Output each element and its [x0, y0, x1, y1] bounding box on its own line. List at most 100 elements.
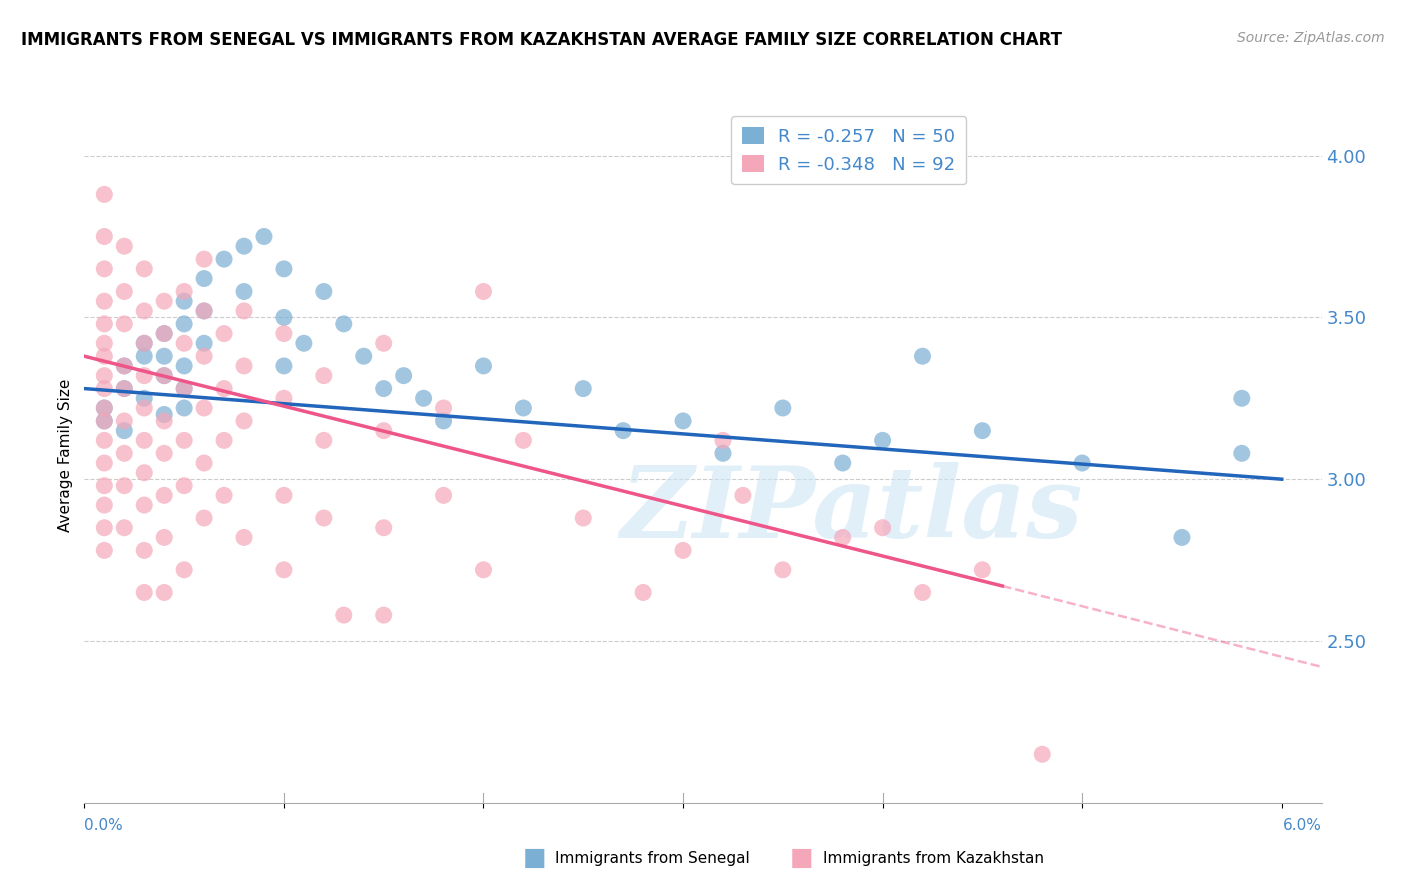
Text: ■: ■: [523, 847, 546, 870]
Point: [193, 304, 215, 318]
Point: [173, 285, 195, 299]
Point: [253, 229, 276, 244]
Point: [93, 401, 115, 415]
Point: [153, 408, 176, 422]
Point: [173, 382, 195, 396]
Point: [93, 478, 115, 492]
Point: [173, 401, 195, 415]
Point: [392, 368, 415, 383]
Point: [173, 359, 195, 373]
Point: [93, 543, 115, 558]
Point: [93, 336, 115, 351]
Legend: R = -0.257   N = 50, R = -0.348   N = 92: R = -0.257 N = 50, R = -0.348 N = 92: [731, 116, 966, 185]
Point: [193, 456, 215, 470]
Point: [273, 359, 295, 373]
Point: [353, 349, 375, 363]
Point: [731, 488, 754, 502]
Point: [112, 359, 135, 373]
Point: [373, 521, 395, 535]
Point: [472, 563, 495, 577]
Point: [711, 434, 734, 448]
Point: [233, 239, 256, 253]
Point: [212, 382, 235, 396]
Point: [212, 434, 235, 448]
Point: [134, 498, 156, 512]
Text: ■: ■: [790, 847, 813, 870]
Point: [193, 349, 215, 363]
Point: [1230, 392, 1253, 406]
Point: [134, 336, 156, 351]
Point: [93, 498, 115, 512]
Point: [93, 456, 115, 470]
Point: [134, 543, 156, 558]
Point: [233, 304, 256, 318]
Text: Immigrants from Senegal: Immigrants from Senegal: [555, 851, 751, 865]
Point: [292, 336, 315, 351]
Point: [212, 326, 235, 341]
Point: [193, 252, 215, 267]
Text: Immigrants from Kazakhstan: Immigrants from Kazakhstan: [823, 851, 1043, 865]
Point: [333, 608, 356, 623]
Point: [672, 543, 695, 558]
Point: [134, 368, 156, 383]
Point: [512, 401, 534, 415]
Point: [472, 359, 495, 373]
Point: [93, 187, 115, 202]
Point: [512, 434, 534, 448]
Point: [134, 401, 156, 415]
Point: [153, 414, 176, 428]
Point: [711, 446, 734, 460]
Point: [831, 456, 853, 470]
Point: [273, 488, 295, 502]
Point: [432, 401, 454, 415]
Text: ZIPatlas: ZIPatlas: [620, 462, 1083, 558]
Point: [153, 349, 176, 363]
Point: [273, 261, 295, 276]
Point: [173, 563, 195, 577]
Point: [153, 326, 176, 341]
Point: [93, 401, 115, 415]
Point: [911, 585, 934, 599]
Point: [312, 511, 335, 525]
Point: [112, 521, 135, 535]
Point: [872, 434, 894, 448]
Point: [312, 434, 335, 448]
Point: [233, 359, 256, 373]
Point: [93, 349, 115, 363]
Point: [134, 466, 156, 480]
Point: [472, 285, 495, 299]
Point: [193, 336, 215, 351]
Point: [112, 285, 135, 299]
Point: [153, 488, 176, 502]
Point: [93, 414, 115, 428]
Point: [112, 424, 135, 438]
Point: [872, 521, 894, 535]
Point: [273, 326, 295, 341]
Point: [1230, 446, 1253, 460]
Point: [134, 261, 156, 276]
Point: [972, 563, 994, 577]
Point: [193, 511, 215, 525]
Text: Source: ZipAtlas.com: Source: ZipAtlas.com: [1237, 31, 1385, 45]
Point: [173, 317, 195, 331]
Point: [112, 382, 135, 396]
Point: [93, 229, 115, 244]
Point: [93, 521, 115, 535]
Point: [412, 392, 434, 406]
Point: [911, 349, 934, 363]
Text: 0.0%: 0.0%: [84, 818, 124, 832]
Point: [373, 382, 395, 396]
Point: [672, 414, 695, 428]
Point: [134, 349, 156, 363]
Text: IMMIGRANTS FROM SENEGAL VS IMMIGRANTS FROM KAZAKHSTAN AVERAGE FAMILY SIZE CORREL: IMMIGRANTS FROM SENEGAL VS IMMIGRANTS FR…: [21, 31, 1062, 49]
Point: [93, 434, 115, 448]
Point: [273, 310, 295, 325]
Y-axis label: Average Family Size: Average Family Size: [58, 378, 73, 532]
Point: [153, 585, 176, 599]
Point: [273, 563, 295, 577]
Point: [153, 294, 176, 309]
Point: [772, 401, 794, 415]
Point: [432, 488, 454, 502]
Point: [312, 285, 335, 299]
Point: [312, 368, 335, 383]
